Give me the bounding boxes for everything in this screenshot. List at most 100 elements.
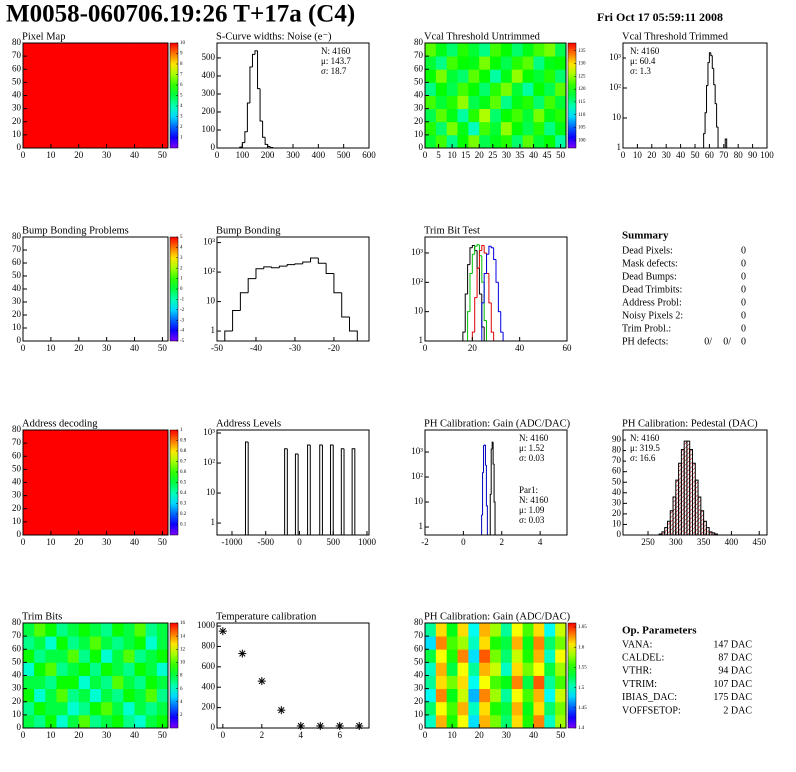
heatmap-cell xyxy=(490,649,502,663)
heatmap-cell xyxy=(67,508,80,523)
y-tick-label: 10³ xyxy=(203,237,215,247)
heatmap-cell xyxy=(555,43,567,57)
heatmap-cell xyxy=(67,482,80,497)
heatmap-cell xyxy=(522,56,534,70)
heatmap-cell xyxy=(500,688,513,703)
palette-tick-label: -1 xyxy=(180,298,185,303)
heatmap-cell xyxy=(89,134,102,149)
y-tick-label: 40 xyxy=(12,670,22,680)
heatmap-cell xyxy=(134,623,147,637)
y-tick-label: 80 xyxy=(12,231,22,241)
heatmap-cell xyxy=(425,56,437,70)
heatmap-cell xyxy=(56,636,69,650)
y-tick-label: 60 xyxy=(12,450,22,460)
histogram-bin xyxy=(286,264,295,267)
heatmap-cell xyxy=(34,95,46,110)
heatmap-cell xyxy=(23,43,35,57)
y-tick-label: 90 xyxy=(612,434,622,444)
heatmap-cell xyxy=(78,43,91,57)
palette-tick-label: 135 xyxy=(578,49,586,54)
heatmap-cell xyxy=(468,662,480,676)
heatmap-cell xyxy=(34,636,46,650)
heatmap-cell xyxy=(23,82,35,96)
heatmap-cell xyxy=(500,714,513,729)
heatmap-cell xyxy=(500,636,513,650)
heatmap-cell xyxy=(544,714,556,729)
heatmap-cell xyxy=(134,469,147,483)
x-tick-label: 50 xyxy=(158,537,168,547)
heatmap-cell xyxy=(23,469,35,483)
heatmap-cell xyxy=(468,636,480,650)
heatmap-cell xyxy=(555,623,567,637)
heatmap-cell xyxy=(112,482,124,497)
heatmap-cell xyxy=(156,82,169,96)
heatmap-cell xyxy=(555,95,567,110)
heatmap-cell xyxy=(112,43,124,57)
y-tick-label: 0 xyxy=(17,529,22,539)
heatmap-cell xyxy=(435,69,448,83)
x-tick-label: 40 xyxy=(130,730,140,740)
summary-value: 0 xyxy=(741,245,746,256)
heatmap-cell xyxy=(45,714,57,729)
heatmap-cell xyxy=(67,649,80,663)
heatmap-cell xyxy=(533,662,545,676)
heatmap-cell xyxy=(490,675,502,690)
x-tick-label: 40 xyxy=(515,343,525,353)
heatmap-cell xyxy=(156,675,169,690)
y-tick-label: 10² xyxy=(609,82,621,92)
x-tick-label: 30 xyxy=(502,730,512,740)
plot-frame xyxy=(424,236,568,342)
heatmap-cell xyxy=(145,482,158,497)
palette-tick-label: -2 xyxy=(180,308,185,313)
x-tick-label: 30 xyxy=(502,150,512,160)
heatmap-cell xyxy=(145,69,158,83)
heatmap-cell xyxy=(544,121,556,136)
x-tick-label: 0 xyxy=(21,343,26,353)
op-parameter-label: VTHR: xyxy=(622,666,652,677)
x-tick-label: 30 xyxy=(102,150,112,160)
plot-area xyxy=(217,237,369,341)
heatmap-cell xyxy=(425,121,437,136)
panel-title: Bump Bonding Problems xyxy=(22,225,129,236)
heatmap-cell xyxy=(457,662,469,676)
summary-title: Summary xyxy=(622,230,669,242)
histogram-bin xyxy=(254,50,258,55)
heatmap-cell xyxy=(45,482,57,497)
heatmap-cell xyxy=(425,69,437,83)
heatmap-cell xyxy=(45,469,57,483)
palette-tick-label: 7 xyxy=(180,73,183,78)
heatmap-cell xyxy=(23,662,35,676)
stats-line: N: 4160 xyxy=(519,495,549,505)
palette-tick-label: 14 xyxy=(180,634,186,639)
x-tick-label: 60 xyxy=(705,150,715,160)
heatmap-cell xyxy=(446,701,458,716)
histogram-bin xyxy=(724,138,728,148)
y-tick-label: 20 xyxy=(12,309,22,319)
heatmap-cell xyxy=(23,56,35,70)
heatmap-cell xyxy=(56,662,69,676)
heatmap-cell xyxy=(89,701,102,716)
heatmap-cell xyxy=(23,95,35,110)
heatmap-cell xyxy=(101,688,113,703)
heatmap-cell xyxy=(101,521,113,536)
heatmap-cell xyxy=(425,636,437,650)
heatmap-cell xyxy=(34,121,46,136)
heatmap-cell xyxy=(522,675,534,690)
heatmap-cell xyxy=(112,688,124,703)
heatmap-cell xyxy=(468,688,480,703)
y-tick-label: 30 xyxy=(414,103,424,113)
heatmap-cell xyxy=(56,443,69,457)
heatmap-cell xyxy=(145,56,158,70)
heatmap-cell xyxy=(56,649,69,663)
y-tick-label: 10 xyxy=(414,306,424,316)
heatmap-cell xyxy=(134,443,147,457)
x-tick-label: 70 xyxy=(719,150,729,160)
heatmap-cell xyxy=(435,95,448,110)
x-tick-label: 200 xyxy=(261,150,275,160)
x-tick-label: 50 xyxy=(556,730,566,740)
heatmap-cell xyxy=(45,456,57,470)
heatmap-cell xyxy=(56,430,69,444)
heatmap-cell xyxy=(500,56,513,70)
heatmap-cell xyxy=(490,69,502,83)
heatmap-cell xyxy=(89,69,102,83)
